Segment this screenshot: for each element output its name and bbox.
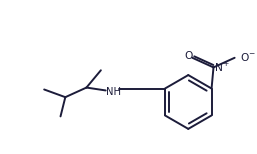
- Text: NH: NH: [106, 87, 121, 97]
- Text: O: O: [184, 51, 193, 61]
- Text: O$^{-}$: O$^{-}$: [240, 51, 256, 63]
- Text: N$^{+}$: N$^{+}$: [214, 61, 230, 74]
